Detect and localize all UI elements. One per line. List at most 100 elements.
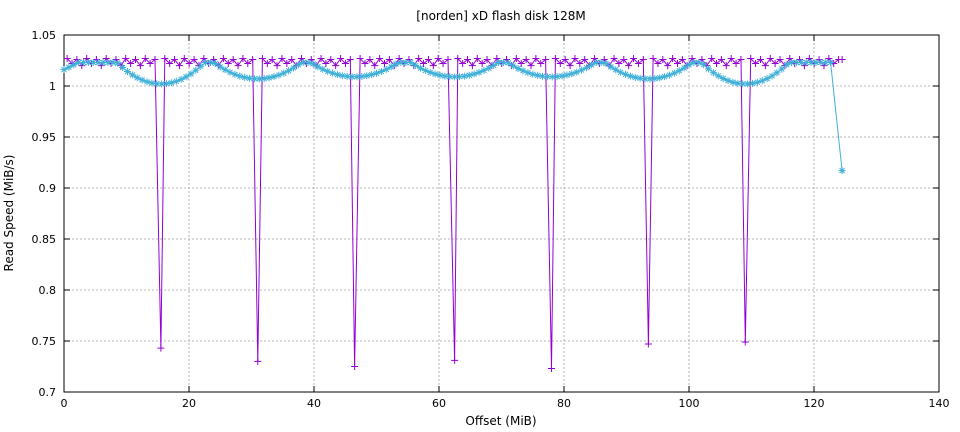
series-2-point [236, 72, 244, 80]
series-2-point [294, 61, 302, 69]
plot-area [64, 35, 939, 392]
series-2-point [758, 77, 766, 85]
series-2-point [416, 64, 424, 72]
series-1-point [224, 60, 232, 68]
series-2-point [592, 59, 600, 67]
x-tick-label: 0 [61, 397, 68, 410]
series-2-point [250, 75, 258, 83]
series-2-point [597, 59, 605, 67]
series-2-point [578, 66, 586, 74]
series-2-point [622, 70, 630, 78]
series-2-point [690, 59, 698, 67]
x-tick-label: 80 [557, 397, 571, 410]
series-1-point [556, 60, 564, 68]
series-2-point [524, 69, 532, 77]
series-2-point [377, 67, 385, 75]
series-2-point [89, 59, 97, 67]
series-1-point [141, 54, 149, 62]
series-2-point [441, 72, 449, 80]
y-tick-label: 0.8 [39, 284, 57, 297]
series-2-point [451, 73, 459, 81]
series-2-point [348, 73, 356, 81]
series-2-point [753, 78, 761, 86]
series-2-point [797, 59, 805, 67]
series-1-point [639, 55, 647, 63]
series-1-point [351, 363, 359, 370]
series-2-point [80, 59, 88, 67]
series-1-point [483, 55, 491, 63]
series-1-point [171, 55, 179, 63]
series-2-point [499, 59, 507, 67]
series-1-point [63, 54, 71, 62]
series-2-point [65, 63, 73, 71]
series-1-point [434, 54, 442, 62]
y-tick-label: 0.9 [39, 182, 57, 195]
series-2-point [827, 59, 835, 67]
series-1-point [838, 55, 846, 63]
series-1-point [283, 60, 291, 68]
series-2-point [705, 65, 713, 73]
series-1-point [332, 62, 340, 70]
series-1-point [244, 60, 252, 68]
series-1-point [459, 60, 467, 68]
series-1-point [424, 55, 432, 63]
series-1-point [820, 62, 828, 70]
series-2-point [792, 59, 800, 67]
series-2-point [241, 73, 249, 81]
series-2-point [426, 68, 434, 76]
series-2-point [646, 75, 654, 83]
series-2-point [475, 68, 483, 76]
plot-border [63, 34, 940, 393]
series-1-point [752, 60, 760, 68]
series-1-point [527, 62, 535, 70]
series-2-point [133, 74, 141, 82]
series-1-point [454, 54, 462, 62]
series-2-point [695, 59, 703, 67]
series-2-point [563, 71, 571, 79]
series-1-point [376, 54, 384, 62]
series-1-point [157, 344, 165, 352]
series-2-point [558, 72, 566, 80]
series-2-point [216, 63, 224, 71]
series-1-point [669, 54, 677, 62]
series-1-point [161, 54, 169, 62]
series-1-point [737, 55, 745, 63]
series-1-point [630, 54, 638, 62]
series-2-point [285, 67, 293, 75]
series-2-point [363, 72, 371, 80]
series-2-point [338, 72, 346, 80]
series-1-point [468, 62, 476, 70]
series-1-point [532, 54, 540, 62]
series-1-point [522, 55, 530, 63]
series-1-point [478, 60, 486, 68]
series-2-point [70, 61, 78, 69]
series-2-point [739, 80, 747, 88]
x-tick-label: 140 [929, 397, 950, 410]
series-2-point [470, 70, 478, 78]
series-2-point [304, 59, 312, 67]
series-2-point [114, 59, 122, 67]
series-2-point [617, 68, 625, 76]
series-1-point [273, 62, 281, 70]
series-1-point [708, 54, 716, 62]
series-2-point [719, 75, 727, 83]
series-1-point [654, 60, 662, 68]
series-1-point [464, 55, 472, 63]
series-2-point [407, 59, 415, 67]
axes: 0 20 40 60 80 100 120 140 0.7 0.75 0.8 0.85 0.9 0.95 1… [32, 29, 950, 410]
series-2-point [446, 73, 454, 81]
series-1-point [229, 55, 237, 63]
series-1-point [732, 60, 740, 68]
series-1-point [288, 55, 296, 63]
series-1-point [548, 365, 555, 373]
series-2-point [221, 66, 229, 74]
series-1-point [517, 60, 525, 68]
series-2-point [783, 61, 791, 69]
series-2-point [490, 61, 498, 69]
series-2-point [104, 59, 112, 67]
series-2-point [724, 77, 732, 85]
series-1-point [766, 54, 774, 62]
series-2-point [700, 61, 708, 69]
series-1-point [722, 62, 730, 70]
